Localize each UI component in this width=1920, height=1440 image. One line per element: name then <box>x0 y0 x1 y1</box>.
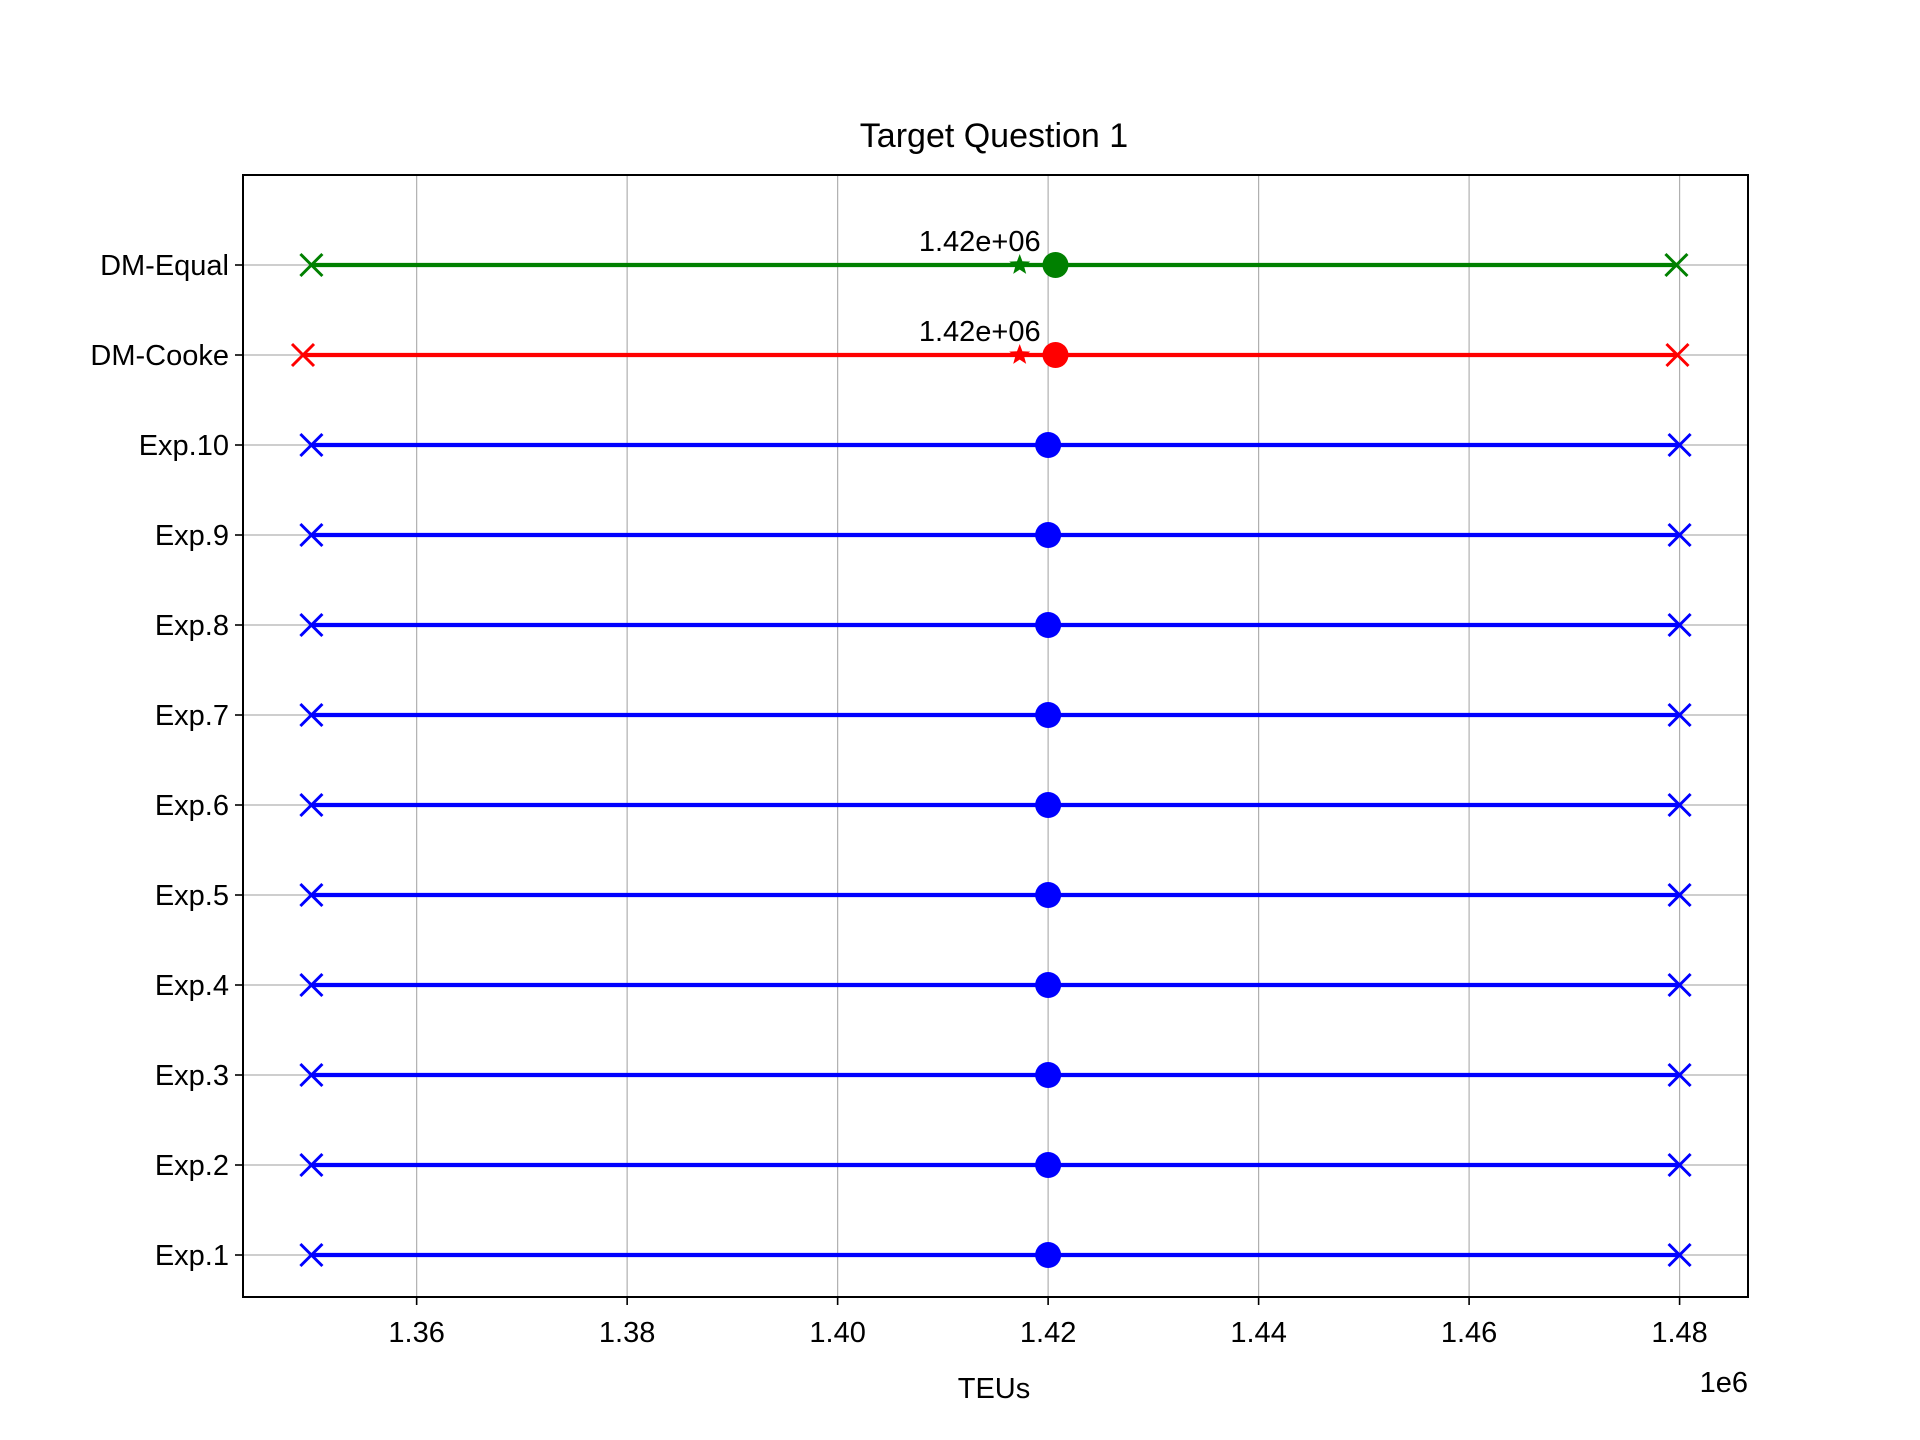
low-marker <box>290 342 316 368</box>
low-marker <box>299 1062 324 1088</box>
median-marker <box>1042 252 1069 278</box>
low-marker <box>299 1152 324 1178</box>
median-marker <box>1035 792 1062 818</box>
row-exp-8 <box>299 612 1692 638</box>
high-marker <box>1667 1242 1692 1268</box>
low-marker <box>299 522 324 548</box>
low-marker <box>299 792 324 818</box>
low-marker <box>299 882 324 908</box>
high-marker <box>1667 702 1692 728</box>
row-dm-equal: 1.42e+06 <box>299 226 1689 278</box>
y-tick-label: Exp.10 <box>139 430 229 462</box>
y-tick-label: Exp.6 <box>155 790 229 822</box>
x-tick-label: 1.48 <box>1651 1317 1707 1349</box>
x-tick-label: 1.44 <box>1230 1317 1286 1349</box>
y-tick-label: Exp.7 <box>155 700 229 732</box>
plot-frame <box>242 174 1749 1298</box>
row-exp-9 <box>299 522 1692 548</box>
row-exp-10 <box>299 432 1692 458</box>
high-marker <box>1667 1062 1692 1088</box>
x-tick-label: 1.40 <box>809 1317 865 1349</box>
median-marker <box>1035 612 1062 638</box>
low-marker <box>299 432 324 458</box>
low-marker <box>299 972 324 998</box>
x-axis-label: TEUs <box>958 1373 1031 1405</box>
x-tick-label: 1.38 <box>599 1317 655 1349</box>
mean-annotation: 1.42e+06 <box>919 316 1041 348</box>
x-axis-ticks: 1.36 1.38 1.40 1.42 1.44 1.46 1.48 <box>388 1297 1708 1349</box>
x-tick-label: 1.46 <box>1441 1317 1497 1349</box>
high-marker <box>1667 612 1692 638</box>
high-marker <box>1664 252 1689 278</box>
row-exp-1 <box>299 1242 1692 1268</box>
low-marker <box>299 702 324 728</box>
row-exp-2 <box>299 1152 1692 1178</box>
row-exp-5 <box>299 882 1692 908</box>
x-tick-label: 1.42 <box>1020 1317 1076 1349</box>
median-marker <box>1035 432 1062 458</box>
row-exp-6 <box>299 792 1692 818</box>
low-marker <box>299 252 324 278</box>
median-marker <box>1035 1242 1062 1268</box>
chart-title: Target Question 1 <box>860 117 1128 155</box>
high-marker <box>1667 882 1692 908</box>
median-marker <box>1035 702 1062 728</box>
high-marker <box>1665 342 1690 368</box>
row-exp-4 <box>299 972 1692 998</box>
high-marker <box>1667 1152 1692 1178</box>
y-tick-label: Exp.8 <box>155 610 229 642</box>
y-tick-label: Exp.5 <box>155 880 229 912</box>
high-marker <box>1667 432 1692 458</box>
y-tick-label: Exp.3 <box>155 1060 229 1092</box>
y-tick-label: DM-Equal <box>100 250 229 282</box>
median-marker <box>1042 342 1069 368</box>
y-tick-label: Exp.1 <box>155 1240 229 1272</box>
high-marker <box>1667 972 1692 998</box>
y-tick-label: DM-Cooke <box>90 340 229 372</box>
high-marker <box>1667 522 1692 548</box>
row-dm-cooke: 1.42e+06 <box>290 316 1690 368</box>
row-exp-3 <box>299 1062 1692 1088</box>
mean-marker <box>1009 344 1031 364</box>
y-tick-label: Exp.4 <box>155 970 229 1002</box>
y-tick-label: Exp.2 <box>155 1150 229 1182</box>
x-axis-offset-label: 1e6 <box>1700 1367 1748 1399</box>
mean-marker <box>1009 254 1031 274</box>
median-marker <box>1035 972 1062 998</box>
data-rows: 1.42e+06 1.42e+06 <box>290 226 1692 1268</box>
y-tick-label: Exp.9 <box>155 520 229 552</box>
y-axis-ticks: Exp.1 Exp.2 Exp.3 Exp.4 Exp.5 Exp.6 Exp.7 Exp.8… <box>90 250 243 1272</box>
row-exp-7 <box>299 702 1692 728</box>
median-marker <box>1035 522 1062 548</box>
median-marker <box>1035 1062 1062 1088</box>
high-marker <box>1667 792 1692 818</box>
mean-annotation: 1.42e+06 <box>919 226 1041 258</box>
low-marker <box>299 612 324 638</box>
x-tick-label: 1.36 <box>388 1317 444 1349</box>
median-marker <box>1035 1152 1062 1178</box>
median-marker <box>1035 882 1062 908</box>
low-marker <box>299 1242 324 1268</box>
